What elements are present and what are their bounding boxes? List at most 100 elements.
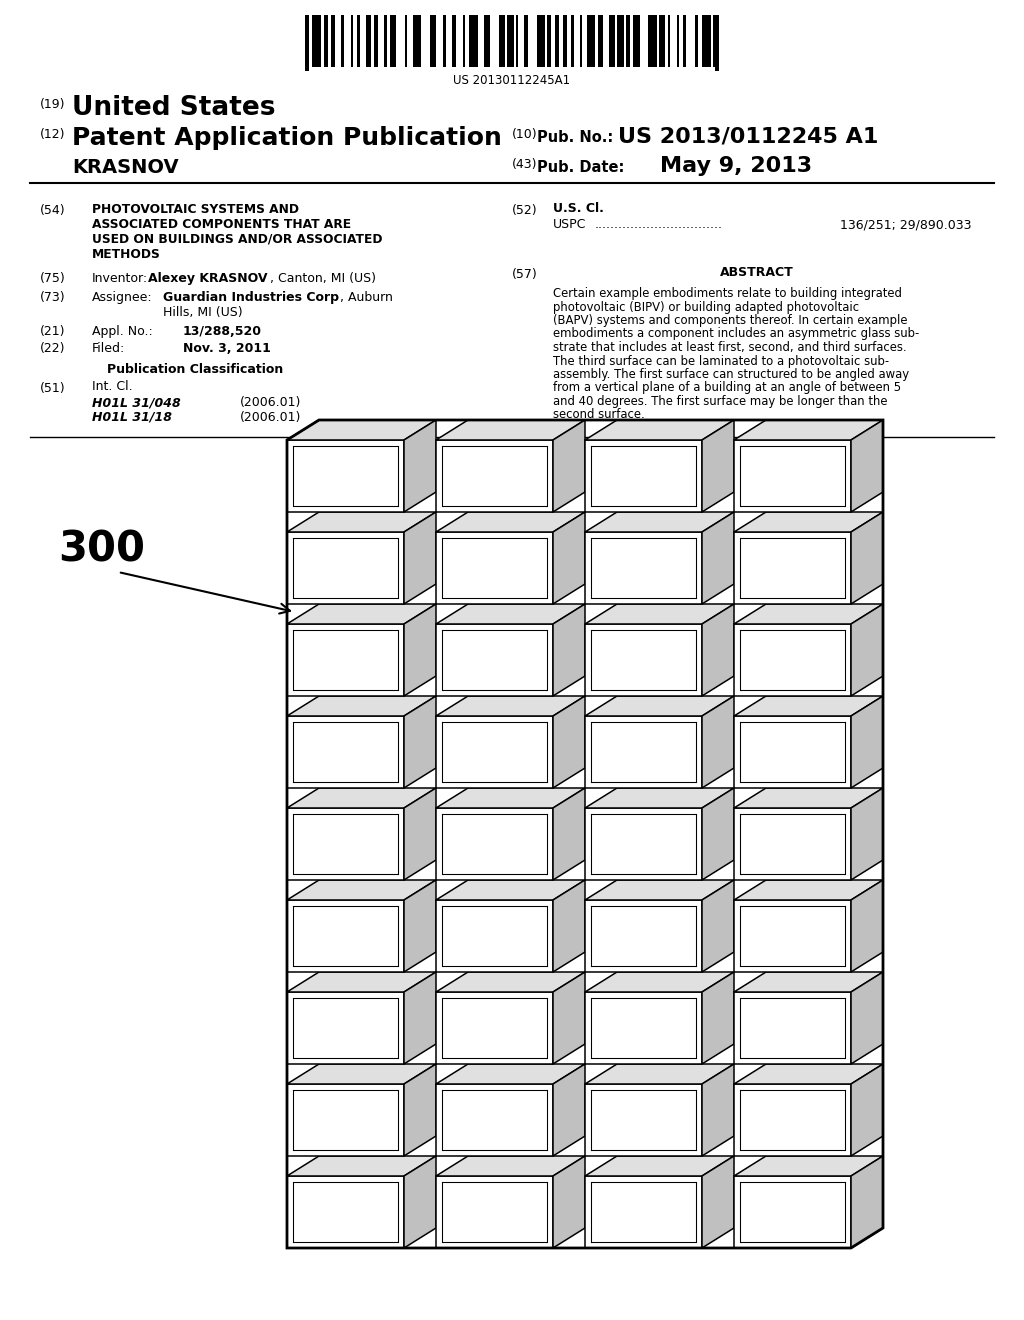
Bar xyxy=(484,15,490,67)
Text: (57): (57) xyxy=(512,268,538,281)
Polygon shape xyxy=(585,624,702,696)
Text: second surface.: second surface. xyxy=(553,408,645,421)
Polygon shape xyxy=(702,788,734,880)
Polygon shape xyxy=(851,1064,883,1156)
Polygon shape xyxy=(734,420,883,440)
Bar xyxy=(609,15,615,67)
Text: Alexey KRASNOV: Alexey KRASNOV xyxy=(148,272,267,285)
Text: (10): (10) xyxy=(512,128,538,141)
Text: (73): (73) xyxy=(40,290,66,304)
Text: US 2013/0112245 A1: US 2013/0112245 A1 xyxy=(618,125,879,147)
Polygon shape xyxy=(585,532,702,605)
Bar xyxy=(702,15,711,67)
Bar xyxy=(677,15,679,67)
Bar xyxy=(404,15,407,67)
Polygon shape xyxy=(734,808,851,880)
Polygon shape xyxy=(287,1176,404,1247)
Bar xyxy=(669,15,671,67)
Polygon shape xyxy=(436,900,553,972)
Text: from a vertical plane of a building at an angle of between 5: from a vertical plane of a building at a… xyxy=(553,381,901,395)
Text: US 20130112245A1: US 20130112245A1 xyxy=(454,74,570,87)
Polygon shape xyxy=(585,880,734,900)
Polygon shape xyxy=(734,512,883,532)
Polygon shape xyxy=(436,788,585,808)
Polygon shape xyxy=(585,715,702,788)
Polygon shape xyxy=(287,605,436,624)
Text: and 40 degrees. The first surface may be longer than the: and 40 degrees. The first surface may be… xyxy=(553,395,888,408)
Bar xyxy=(548,15,551,67)
Polygon shape xyxy=(851,512,883,605)
Polygon shape xyxy=(436,696,585,715)
Polygon shape xyxy=(585,420,734,440)
Polygon shape xyxy=(553,605,585,696)
Text: (52): (52) xyxy=(512,205,538,216)
Bar xyxy=(648,15,656,67)
Polygon shape xyxy=(436,440,553,512)
Polygon shape xyxy=(702,1064,734,1156)
Bar xyxy=(305,15,309,71)
Polygon shape xyxy=(404,605,436,696)
Polygon shape xyxy=(287,900,404,972)
Polygon shape xyxy=(585,696,734,715)
Polygon shape xyxy=(287,1084,404,1156)
Polygon shape xyxy=(436,972,585,993)
Polygon shape xyxy=(702,972,734,1064)
Polygon shape xyxy=(851,420,883,512)
Text: The third surface can be laminated to a photovoltaic sub-: The third surface can be laminated to a … xyxy=(553,355,889,367)
Polygon shape xyxy=(734,993,851,1064)
Text: (75): (75) xyxy=(40,272,66,285)
Bar xyxy=(442,15,445,67)
Bar xyxy=(499,15,505,67)
Polygon shape xyxy=(436,715,553,788)
Text: (2006.01): (2006.01) xyxy=(240,396,301,409)
Polygon shape xyxy=(734,900,851,972)
Text: Guardian Industries Corp: Guardian Industries Corp xyxy=(163,290,339,304)
Polygon shape xyxy=(851,788,883,880)
Polygon shape xyxy=(702,1156,734,1247)
Text: H01L 31/048: H01L 31/048 xyxy=(92,396,181,409)
Text: , Canton, MI (US): , Canton, MI (US) xyxy=(270,272,376,285)
Text: METHODS: METHODS xyxy=(92,248,161,261)
Polygon shape xyxy=(553,696,585,788)
Text: (19): (19) xyxy=(40,98,66,111)
Polygon shape xyxy=(287,1156,436,1176)
Text: Int. Cl.: Int. Cl. xyxy=(92,380,133,393)
Polygon shape xyxy=(734,624,851,696)
Text: 136/251; 29/890.033: 136/251; 29/890.033 xyxy=(840,218,972,231)
Polygon shape xyxy=(585,993,702,1064)
Bar xyxy=(694,15,697,67)
Polygon shape xyxy=(734,788,883,808)
Text: (21): (21) xyxy=(40,325,66,338)
Bar xyxy=(658,15,665,67)
Text: KRASNOV: KRASNOV xyxy=(72,158,178,177)
Bar xyxy=(570,15,573,67)
Polygon shape xyxy=(553,1156,585,1247)
Text: , Auburn: , Auburn xyxy=(340,290,393,304)
Polygon shape xyxy=(287,696,436,715)
Text: Patent Application Publication: Patent Application Publication xyxy=(72,125,502,150)
Polygon shape xyxy=(436,1084,553,1156)
Text: Inventor:: Inventor: xyxy=(92,272,148,285)
Text: 13/288,520: 13/288,520 xyxy=(183,325,262,338)
Polygon shape xyxy=(287,624,404,696)
Polygon shape xyxy=(734,605,883,624)
Polygon shape xyxy=(585,440,702,512)
Polygon shape xyxy=(287,788,436,808)
Bar xyxy=(453,15,457,67)
Polygon shape xyxy=(702,696,734,788)
Polygon shape xyxy=(585,1064,734,1084)
Polygon shape xyxy=(436,1176,553,1247)
Bar xyxy=(516,15,518,67)
Bar xyxy=(374,15,378,67)
Polygon shape xyxy=(734,696,883,715)
Polygon shape xyxy=(287,420,436,440)
Text: May 9, 2013: May 9, 2013 xyxy=(660,156,812,176)
Polygon shape xyxy=(702,512,734,605)
Polygon shape xyxy=(404,1064,436,1156)
Bar xyxy=(581,15,583,67)
Polygon shape xyxy=(585,605,734,624)
Bar xyxy=(430,15,436,67)
Text: Pub. No.:: Pub. No.: xyxy=(537,129,613,145)
Bar xyxy=(633,15,640,67)
Polygon shape xyxy=(553,972,585,1064)
